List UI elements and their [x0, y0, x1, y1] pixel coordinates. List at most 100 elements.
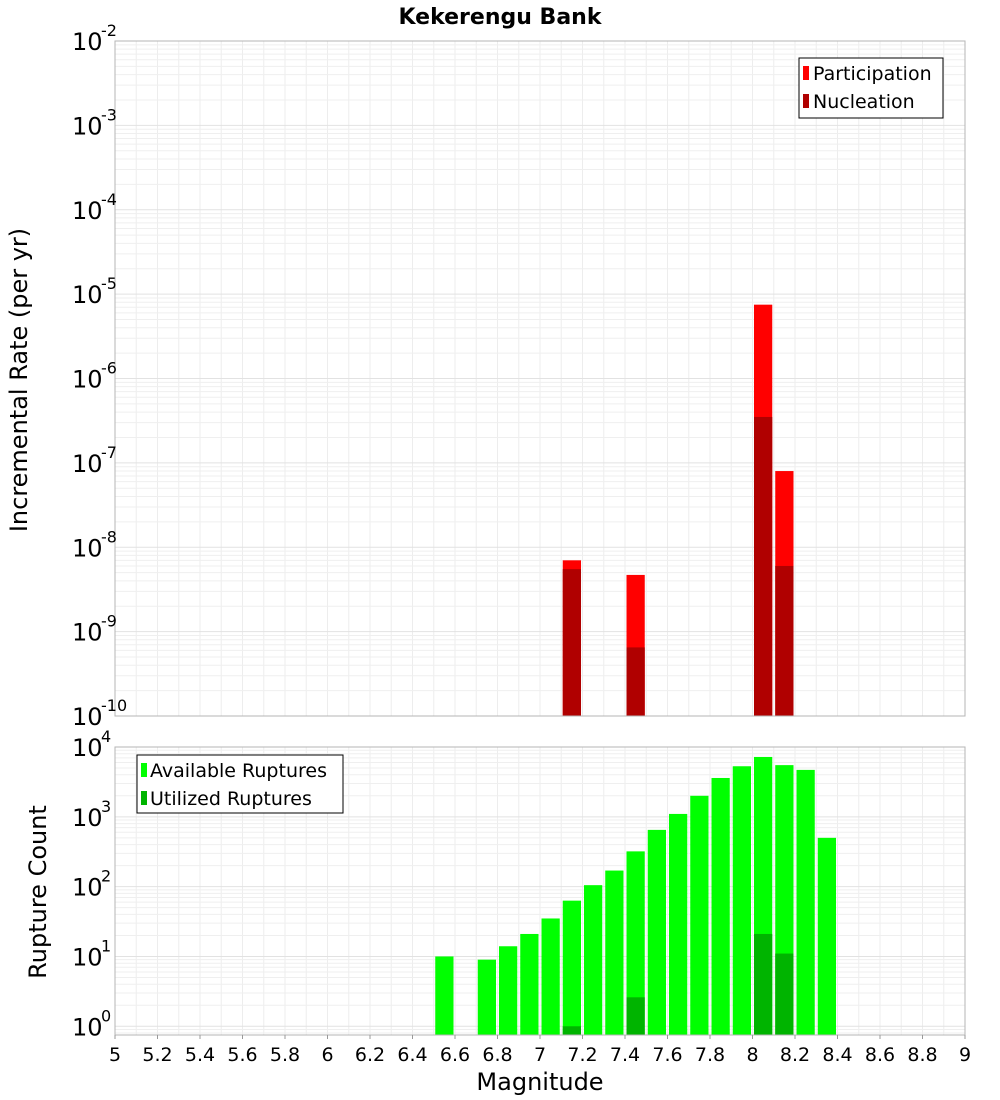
x-tick-label: 8.6: [865, 1044, 895, 1066]
x-tick-label: 7.8: [695, 1044, 725, 1066]
bar-utilized-ruptures: [562, 1026, 581, 1035]
top-y-tick-label: 10-6: [72, 359, 117, 394]
top-y-tick-label: 10-4: [72, 190, 117, 225]
bar-utilized-ruptures: [626, 997, 645, 1035]
tick-base: 10: [72, 943, 103, 971]
x-tick-label: 8.2: [780, 1044, 810, 1066]
bar-available-ruptures: [732, 766, 751, 1035]
top-y-axis-label: Incremental Rate (per yr): [5, 228, 33, 532]
bar-available-ruptures: [796, 769, 815, 1035]
bar-utilized-ruptures: [775, 953, 794, 1035]
bar-available-ruptures: [562, 900, 581, 1035]
legend-swatch-utilized-ruptures: [141, 791, 147, 805]
tick-exponent: -9: [101, 612, 117, 631]
x-tick-label: 8.8: [907, 1044, 937, 1066]
tick-base: 10: [72, 703, 103, 731]
x-tick-label: 5.8: [270, 1044, 300, 1066]
legend-label-nucleation: Nucleation: [813, 91, 915, 113]
bottom-y-tick-label: 102: [72, 867, 111, 902]
tick-base: 10: [72, 534, 103, 562]
bottom-legend-box: [136, 754, 344, 814]
tick-exponent: -6: [101, 359, 117, 378]
bar-nucleation: [775, 565, 794, 716]
bar-nucleation: [562, 569, 581, 716]
x-tick-label: 5: [109, 1044, 121, 1066]
x-tick-label: 6: [321, 1044, 333, 1066]
x-tick-label: 6.6: [440, 1044, 470, 1066]
top-chart-grid: [114, 41, 966, 717]
tick-base: 10: [72, 734, 103, 762]
top-y-tick-label: 10-8: [72, 527, 117, 562]
x-tick-label: 5.6: [227, 1044, 257, 1066]
tick-base: 10: [72, 112, 103, 140]
legend-label-utilized-ruptures: Utilized Ruptures: [150, 788, 312, 810]
bar-utilized-ruptures: [754, 933, 773, 1035]
top-y-tick-label: 10-9: [72, 612, 117, 647]
x-tick-label: 7.4: [610, 1044, 640, 1066]
top-chart-bars: [562, 304, 794, 716]
tick-base: 10: [72, 1013, 103, 1041]
tick-exponent: 3: [101, 797, 111, 816]
tick-exponent: 2: [101, 867, 111, 886]
x-tick-label: 8.4: [822, 1044, 852, 1066]
tick-base: 10: [72, 366, 103, 394]
bar-available-ruptures: [520, 933, 539, 1035]
tick-exponent: 1: [101, 936, 111, 955]
tick-exponent: 0: [101, 1006, 111, 1025]
bottom-legend: Available Ruptures Utilized Ruptures: [136, 754, 344, 814]
top-plot-frame: [114, 40, 966, 717]
top-y-tick-label: 10-10: [72, 696, 127, 731]
legend-swatch-available-ruptures: [141, 763, 147, 777]
bar-available-ruptures: [584, 885, 603, 1035]
legend-label-available-ruptures: Available Ruptures: [150, 760, 327, 782]
x-tick-label: 8: [746, 1044, 758, 1066]
tick-exponent: -2: [101, 21, 117, 40]
bottom-chart-bars: [435, 756, 836, 1035]
bar-nucleation: [754, 416, 773, 716]
bar-nucleation: [626, 647, 645, 716]
tick-exponent: -4: [101, 190, 117, 209]
tick-base: 10: [72, 281, 103, 309]
bar-available-ruptures: [626, 851, 645, 1035]
top-y-tick-label: 10-2: [72, 21, 117, 56]
bar-available-ruptures: [647, 829, 666, 1035]
x-tick-label: 5.2: [142, 1044, 172, 1066]
tick-base: 10: [72, 450, 103, 478]
tick-exponent: -7: [101, 443, 117, 462]
bar-available-ruptures: [605, 870, 624, 1035]
x-tick-label: 6.2: [355, 1044, 385, 1066]
tick-exponent: -8: [101, 527, 117, 546]
x-tick-label: 7.6: [652, 1044, 682, 1066]
x-tick-labels: 5 5.2 5.4 5.6 5.8 6 6.2 6.4 6.6 6.8 7 7.2 7.4 7.6 7.8 8…: [109, 1035, 971, 1066]
bar-available-ruptures: [541, 918, 560, 1035]
bar-available-ruptures: [817, 837, 836, 1035]
bottom-y-axis-label: Rupture Count: [24, 805, 52, 979]
top-legend-box: [798, 57, 944, 119]
chart-title: Kekerengu Bank: [399, 5, 603, 30]
top-y-tick-label: 10-7: [72, 443, 117, 478]
legend-swatch-nucleation: [803, 94, 809, 108]
legend-swatch-participation: [803, 66, 809, 80]
x-axis-label: Magnitude: [476, 1068, 603, 1096]
x-tick-label: 7: [534, 1044, 546, 1066]
x-tick-label: 9: [959, 1044, 971, 1066]
bottom-y-tick-label: 104: [72, 727, 111, 762]
bottom-y-tick-label: 103: [72, 797, 111, 832]
x-tick-label: 7.2: [567, 1044, 597, 1066]
bar-available-ruptures: [435, 956, 454, 1035]
tick-base: 10: [72, 874, 103, 902]
tick-exponent: -5: [101, 274, 117, 293]
top-y-tick-label: 10-5: [72, 274, 117, 309]
x-tick-label: 6.4: [397, 1044, 427, 1066]
tick-base: 10: [72, 197, 103, 225]
bottom-y-tick-label: 100: [72, 1006, 111, 1041]
x-tick-label: 6.8: [482, 1044, 512, 1066]
tick-base: 10: [72, 28, 103, 56]
x-tick-label: 5.4: [185, 1044, 215, 1066]
top-y-tick-label: 10-3: [72, 105, 117, 140]
bar-available-ruptures: [477, 959, 496, 1035]
bar-available-ruptures: [499, 946, 518, 1035]
